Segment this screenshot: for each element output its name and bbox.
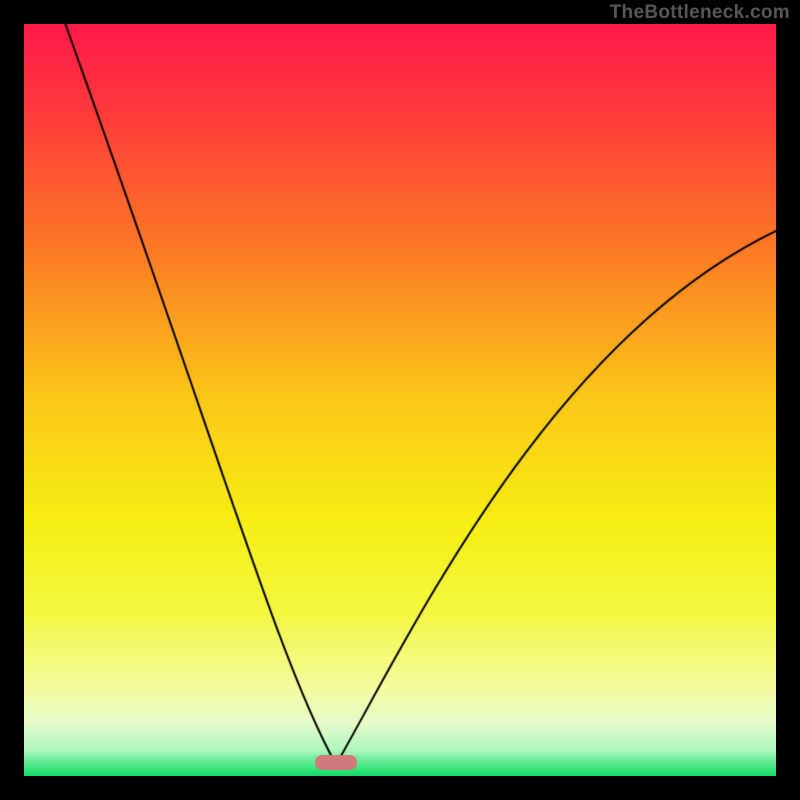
plot-area [24,24,776,776]
bottleneck-curve [24,24,776,776]
site-watermark: TheBottleneck.com [610,2,790,24]
chart-container: TheBottleneck.com [0,0,800,800]
